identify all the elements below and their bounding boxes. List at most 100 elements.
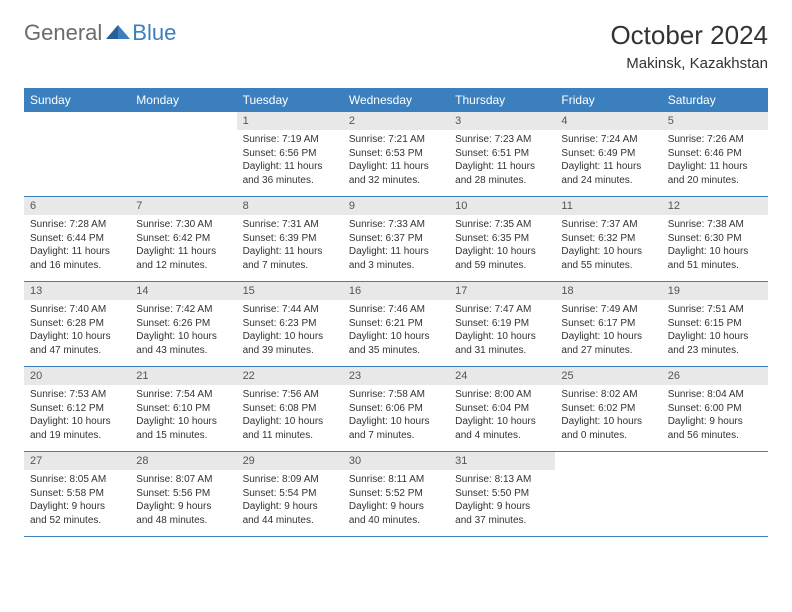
- sunset-text: Sunset: 6:46 PM: [668, 147, 762, 161]
- daylight-text: Daylight: 10 hours and 47 minutes.: [30, 330, 124, 357]
- sunrise-text: Sunrise: 7:28 AM: [30, 218, 124, 232]
- day-number: 3: [449, 112, 555, 130]
- day-cell: 13Sunrise: 7:40 AMSunset: 6:28 PMDayligh…: [24, 282, 130, 366]
- day-number: 25: [555, 367, 661, 385]
- day-number: 17: [449, 282, 555, 300]
- day-content: Sunrise: 8:05 AMSunset: 5:58 PMDaylight:…: [24, 470, 130, 533]
- day-content: Sunrise: 8:11 AMSunset: 5:52 PMDaylight:…: [343, 470, 449, 533]
- day-number: 20: [24, 367, 130, 385]
- sunrise-text: Sunrise: 8:07 AM: [136, 473, 230, 487]
- week-row: 1Sunrise: 7:19 AMSunset: 6:56 PMDaylight…: [24, 112, 768, 197]
- day-number: 11: [555, 197, 661, 215]
- daylight-text: Daylight: 9 hours and 44 minutes.: [243, 500, 337, 527]
- day-content: Sunrise: 7:40 AMSunset: 6:28 PMDaylight:…: [24, 300, 130, 363]
- sunset-text: Sunset: 6:21 PM: [349, 317, 443, 331]
- day-number: 5: [662, 112, 768, 130]
- sunset-text: Sunset: 6:44 PM: [30, 232, 124, 246]
- sunset-text: Sunset: 6:35 PM: [455, 232, 549, 246]
- day-number: 28: [130, 452, 236, 470]
- sunset-text: Sunset: 6:39 PM: [243, 232, 337, 246]
- sunset-text: Sunset: 5:52 PM: [349, 487, 443, 501]
- day-cell: 31Sunrise: 8:13 AMSunset: 5:50 PMDayligh…: [449, 452, 555, 536]
- day-content: Sunrise: 7:30 AMSunset: 6:42 PMDaylight:…: [130, 215, 236, 278]
- day-number: 19: [662, 282, 768, 300]
- day-cell: 27Sunrise: 8:05 AMSunset: 5:58 PMDayligh…: [24, 452, 130, 536]
- sunset-text: Sunset: 6:42 PM: [136, 232, 230, 246]
- calendar: SundayMondayTuesdayWednesdayThursdayFrid…: [24, 88, 768, 537]
- day-cell: 9Sunrise: 7:33 AMSunset: 6:37 PMDaylight…: [343, 197, 449, 281]
- daylight-text: Daylight: 9 hours and 48 minutes.: [136, 500, 230, 527]
- month-title: October 2024: [610, 20, 768, 51]
- day-cell: 7Sunrise: 7:30 AMSunset: 6:42 PMDaylight…: [130, 197, 236, 281]
- sunrise-text: Sunrise: 7:51 AM: [668, 303, 762, 317]
- day-cell: 20Sunrise: 7:53 AMSunset: 6:12 PMDayligh…: [24, 367, 130, 451]
- day-content: Sunrise: 7:23 AMSunset: 6:51 PMDaylight:…: [449, 130, 555, 193]
- sunset-text: Sunset: 5:54 PM: [243, 487, 337, 501]
- day-cell: 15Sunrise: 7:44 AMSunset: 6:23 PMDayligh…: [237, 282, 343, 366]
- day-number: 13: [24, 282, 130, 300]
- day-number: 8: [237, 197, 343, 215]
- sunset-text: Sunset: 5:56 PM: [136, 487, 230, 501]
- day-content: Sunrise: 7:33 AMSunset: 6:37 PMDaylight:…: [343, 215, 449, 278]
- daylight-text: Daylight: 11 hours and 32 minutes.: [349, 160, 443, 187]
- sunset-text: Sunset: 6:32 PM: [561, 232, 655, 246]
- day-content: Sunrise: 7:46 AMSunset: 6:21 PMDaylight:…: [343, 300, 449, 363]
- sunset-text: Sunset: 6:56 PM: [243, 147, 337, 161]
- week-row: 20Sunrise: 7:53 AMSunset: 6:12 PMDayligh…: [24, 367, 768, 452]
- logo-mark-icon: [106, 21, 130, 39]
- weekday-header: Thursday: [449, 88, 555, 112]
- day-number: 15: [237, 282, 343, 300]
- sunrise-text: Sunrise: 7:23 AM: [455, 133, 549, 147]
- day-number: 14: [130, 282, 236, 300]
- day-content: Sunrise: 7:42 AMSunset: 6:26 PMDaylight:…: [130, 300, 236, 363]
- sunrise-text: Sunrise: 7:47 AM: [455, 303, 549, 317]
- sunrise-text: Sunrise: 7:33 AM: [349, 218, 443, 232]
- sunrise-text: Sunrise: 7:44 AM: [243, 303, 337, 317]
- day-content: Sunrise: 7:58 AMSunset: 6:06 PMDaylight:…: [343, 385, 449, 448]
- daylight-text: Daylight: 9 hours and 56 minutes.: [668, 415, 762, 442]
- day-content: Sunrise: 8:02 AMSunset: 6:02 PMDaylight:…: [555, 385, 661, 448]
- daylight-text: Daylight: 10 hours and 31 minutes.: [455, 330, 549, 357]
- day-content: Sunrise: 7:21 AMSunset: 6:53 PMDaylight:…: [343, 130, 449, 193]
- sunrise-text: Sunrise: 7:37 AM: [561, 218, 655, 232]
- day-content: Sunrise: 7:31 AMSunset: 6:39 PMDaylight:…: [237, 215, 343, 278]
- day-number: 7: [130, 197, 236, 215]
- day-cell: 29Sunrise: 8:09 AMSunset: 5:54 PMDayligh…: [237, 452, 343, 536]
- sunrise-text: Sunrise: 7:40 AM: [30, 303, 124, 317]
- sunrise-text: Sunrise: 7:31 AM: [243, 218, 337, 232]
- sunrise-text: Sunrise: 8:00 AM: [455, 388, 549, 402]
- weekdays-row: SundayMondayTuesdayWednesdayThursdayFrid…: [24, 88, 768, 112]
- day-cell: 21Sunrise: 7:54 AMSunset: 6:10 PMDayligh…: [130, 367, 236, 451]
- day-cell: 4Sunrise: 7:24 AMSunset: 6:49 PMDaylight…: [555, 112, 661, 196]
- day-cell: 3Sunrise: 7:23 AMSunset: 6:51 PMDaylight…: [449, 112, 555, 196]
- day-cell: 18Sunrise: 7:49 AMSunset: 6:17 PMDayligh…: [555, 282, 661, 366]
- day-number: 1: [237, 112, 343, 130]
- day-cell: 17Sunrise: 7:47 AMSunset: 6:19 PMDayligh…: [449, 282, 555, 366]
- daylight-text: Daylight: 10 hours and 59 minutes.: [455, 245, 549, 272]
- daylight-text: Daylight: 10 hours and 0 minutes.: [561, 415, 655, 442]
- sunrise-text: Sunrise: 7:24 AM: [561, 133, 655, 147]
- day-content: Sunrise: 7:51 AMSunset: 6:15 PMDaylight:…: [662, 300, 768, 363]
- day-cell: [662, 452, 768, 536]
- sunset-text: Sunset: 6:10 PM: [136, 402, 230, 416]
- daylight-text: Daylight: 10 hours and 7 minutes.: [349, 415, 443, 442]
- title-block: October 2024 Makinsk, Kazakhstan: [610, 20, 768, 72]
- page: General Blue October 2024 Makinsk, Kazak…: [0, 0, 792, 557]
- daylight-text: Daylight: 10 hours and 15 minutes.: [136, 415, 230, 442]
- sunrise-text: Sunrise: 7:42 AM: [136, 303, 230, 317]
- sunset-text: Sunset: 6:28 PM: [30, 317, 124, 331]
- day-content: Sunrise: 7:28 AMSunset: 6:44 PMDaylight:…: [24, 215, 130, 278]
- day-content: Sunrise: 7:19 AMSunset: 6:56 PMDaylight:…: [237, 130, 343, 193]
- daylight-text: Daylight: 11 hours and 28 minutes.: [455, 160, 549, 187]
- sunrise-text: Sunrise: 8:05 AM: [30, 473, 124, 487]
- day-content: Sunrise: 7:47 AMSunset: 6:19 PMDaylight:…: [449, 300, 555, 363]
- weekday-header: Tuesday: [237, 88, 343, 112]
- sunset-text: Sunset: 6:30 PM: [668, 232, 762, 246]
- sunrise-text: Sunrise: 7:54 AM: [136, 388, 230, 402]
- sunset-text: Sunset: 6:02 PM: [561, 402, 655, 416]
- daylight-text: Daylight: 11 hours and 36 minutes.: [243, 160, 337, 187]
- day-number: 31: [449, 452, 555, 470]
- logo: General Blue: [24, 20, 176, 46]
- day-number: 24: [449, 367, 555, 385]
- day-cell: 23Sunrise: 7:58 AMSunset: 6:06 PMDayligh…: [343, 367, 449, 451]
